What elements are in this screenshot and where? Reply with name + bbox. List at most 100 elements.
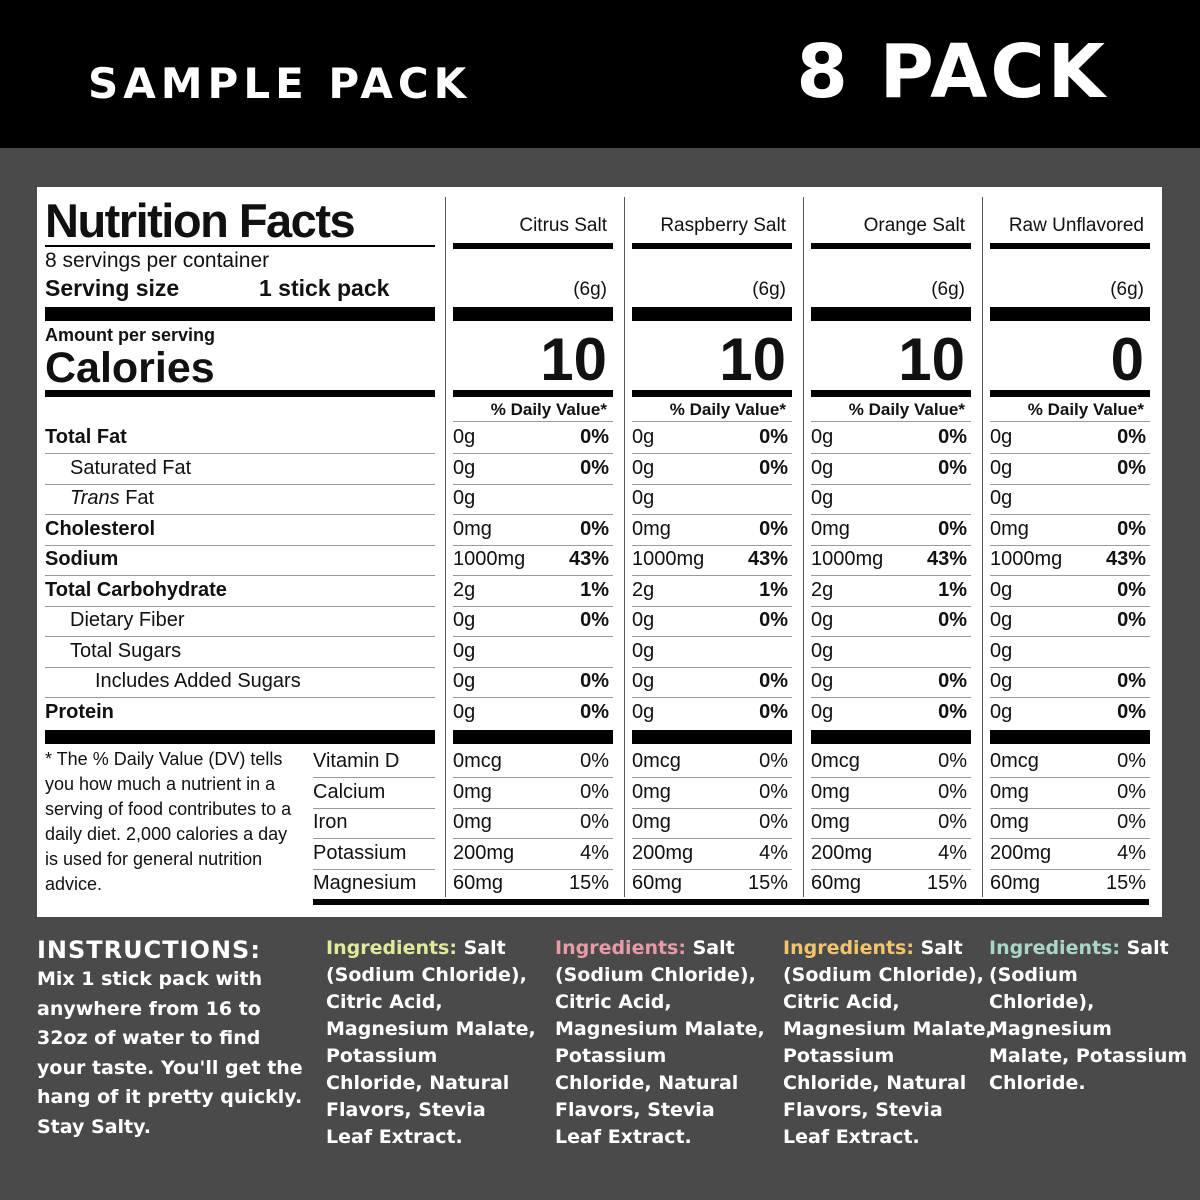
ingredients-block: Ingredients: Salt (Sodium Chloride), Cit… bbox=[783, 935, 993, 1151]
row-divider bbox=[632, 605, 792, 607]
vitamin-percent: 0% bbox=[938, 811, 967, 833]
amount-value: 0g bbox=[990, 700, 1013, 723]
thick-divider bbox=[990, 730, 1150, 744]
ingredients-block: Ingredients: Salt (Sodium Chloride), Mag… bbox=[989, 935, 1189, 1097]
row-divider bbox=[45, 544, 435, 546]
instructions-heading: INSTRUCTIONS: bbox=[37, 936, 261, 964]
amount-value: 0g bbox=[453, 426, 476, 448]
row-divider bbox=[811, 697, 971, 698]
vitamin-percent: 0% bbox=[580, 811, 609, 833]
medium-divider bbox=[990, 390, 1150, 397]
amount-value: 0g bbox=[453, 700, 476, 723]
vitamin-percent: 0% bbox=[759, 750, 788, 772]
row-divider bbox=[313, 868, 435, 870]
row-divider bbox=[632, 838, 792, 839]
daily-percent: 1% bbox=[580, 578, 609, 601]
daily-percent: 0% bbox=[759, 670, 788, 692]
vitamin-amount: 0mg bbox=[453, 780, 492, 803]
row-divider bbox=[990, 453, 1150, 454]
row-divider bbox=[811, 544, 971, 546]
daily-percent: 0% bbox=[1117, 609, 1146, 631]
daily-percent: 0% bbox=[938, 670, 967, 692]
row-divider bbox=[811, 514, 971, 515]
row-divider bbox=[990, 666, 1150, 668]
amount-value: 0g bbox=[632, 487, 655, 509]
nutrient-label: Trans Fat bbox=[70, 486, 154, 510]
amount-value: 0g bbox=[632, 639, 655, 662]
row-divider bbox=[990, 483, 1150, 485]
vitamin-percent: 0% bbox=[1117, 750, 1146, 772]
amount-value: 0g bbox=[632, 426, 655, 448]
vitamin-amount: 60mg bbox=[632, 872, 683, 894]
medium-divider bbox=[453, 390, 613, 397]
daily-percent: 43% bbox=[1105, 548, 1146, 570]
vitamin-amount: 200mg bbox=[990, 841, 1052, 864]
pack-count-title: 8 PACK bbox=[796, 29, 1108, 115]
flavor-underline bbox=[990, 243, 1150, 249]
row-divider bbox=[811, 666, 971, 668]
amount-value: 1000mg bbox=[990, 548, 1063, 570]
row-divider bbox=[990, 636, 1150, 637]
vitamin-percent: 0% bbox=[938, 780, 967, 803]
row-divider bbox=[990, 575, 1150, 576]
row-divider bbox=[453, 514, 613, 515]
vitamin-percent: 4% bbox=[759, 841, 788, 864]
ingredients-text: Salt (Sodium Chloride), Citric Acid, Mag… bbox=[555, 937, 765, 1148]
serving-weight: (6g) bbox=[752, 279, 786, 300]
row-divider bbox=[990, 605, 1150, 607]
amount-value: 0mg bbox=[632, 517, 671, 540]
flavor-name: Raspberry Salt bbox=[660, 215, 786, 236]
thick-divider bbox=[811, 307, 971, 321]
nutrition-facts-title: Nutrition Facts bbox=[45, 194, 356, 247]
row-divider bbox=[313, 807, 435, 809]
daily-percent: 0% bbox=[580, 456, 609, 479]
amount-value: 0g bbox=[811, 700, 834, 723]
row-divider bbox=[453, 544, 613, 546]
instructions-body: Mix 1 stick pack with anywhere from 16 t… bbox=[37, 968, 303, 1138]
instructions: INSTRUCTIONS: Mix 1 stick pack with anyw… bbox=[37, 935, 315, 1142]
daily-percent: 0% bbox=[580, 700, 609, 723]
row-divider bbox=[811, 605, 971, 607]
row-divider bbox=[632, 483, 792, 485]
row-divider bbox=[990, 868, 1150, 870]
thick-divider bbox=[990, 307, 1150, 321]
amount-value: 0g bbox=[453, 639, 476, 662]
row-divider bbox=[990, 777, 1150, 778]
row-divider bbox=[990, 697, 1150, 698]
row-divider bbox=[313, 838, 435, 839]
nutrition-facts-panel: Nutrition Facts 8 servings per container… bbox=[37, 187, 1162, 917]
vitamin-percent: 15% bbox=[1105, 872, 1146, 894]
thick-divider bbox=[632, 730, 792, 744]
vitamin-percent: 0% bbox=[938, 750, 967, 772]
nutrient-label: Saturated Fat bbox=[70, 456, 192, 479]
row-divider bbox=[453, 666, 613, 668]
amount-value: 0g bbox=[811, 426, 834, 448]
amount-value: 0mg bbox=[453, 517, 492, 540]
row-divider bbox=[632, 453, 792, 454]
amount-value: 0g bbox=[811, 639, 834, 662]
amount-value: 0g bbox=[990, 578, 1013, 601]
daily-percent: 0% bbox=[580, 426, 609, 448]
vitamin-amount: 0mg bbox=[990, 780, 1029, 803]
ingredients-block: Ingredients: Salt (Sodium Chloride), Cit… bbox=[326, 935, 536, 1151]
medium-divider bbox=[45, 390, 435, 397]
calories-value: 10 bbox=[540, 326, 607, 393]
row-divider bbox=[811, 453, 971, 454]
row-divider bbox=[45, 514, 435, 515]
daily-percent: 0% bbox=[759, 700, 788, 723]
ingredients-text: Salt (Sodium Chloride), Citric Acid, Mag… bbox=[326, 937, 536, 1148]
vitamin-amount: 200mg bbox=[811, 841, 873, 864]
row-divider bbox=[453, 868, 613, 870]
nutrient-label: Sodium bbox=[45, 548, 119, 570]
row-divider bbox=[632, 575, 792, 576]
vitamin-percent: 4% bbox=[580, 841, 609, 864]
nutrient-label: Total Carbohydrate bbox=[45, 578, 227, 601]
vitamin-amount: 0mcg bbox=[990, 750, 1039, 772]
vitamin-percent: 0% bbox=[759, 811, 788, 833]
daily-percent: 0% bbox=[938, 456, 967, 479]
row-divider bbox=[45, 605, 435, 607]
daily-percent: 0% bbox=[759, 456, 788, 479]
amount-value: 0g bbox=[811, 609, 834, 631]
row-divider bbox=[811, 575, 971, 576]
serving-size-label: Serving size bbox=[45, 275, 180, 301]
